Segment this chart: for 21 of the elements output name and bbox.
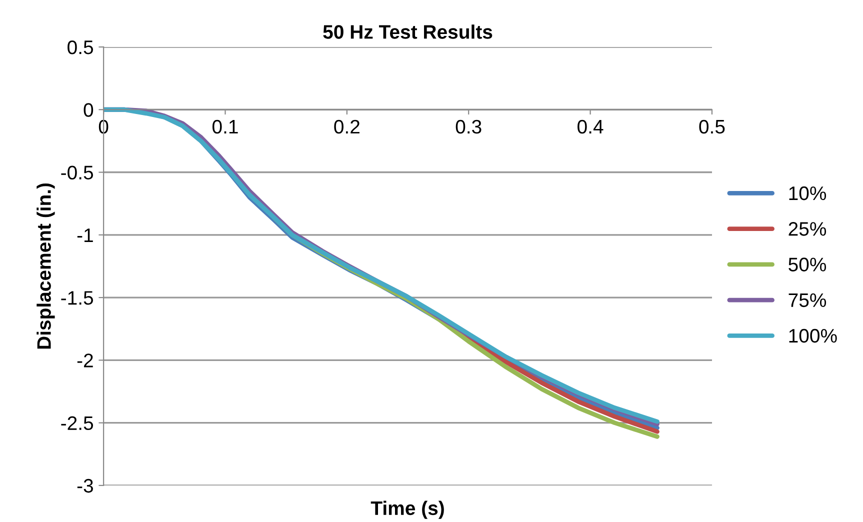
- x-tick-label: 0.2: [334, 120, 360, 134]
- legend-label: 75%: [788, 293, 826, 308]
- chart-title: 50 Hz Test Results: [323, 24, 492, 39]
- legend-label: 50%: [788, 258, 826, 272]
- y-tick-label: 0: [84, 103, 94, 117]
- y-tick-label: 0.5: [68, 40, 94, 54]
- legend-label: 10%: [789, 186, 826, 200]
- x-tick-label: 0.1: [212, 120, 238, 134]
- y-tick-label: -2.5: [61, 416, 94, 430]
- y-tick-label: -1: [77, 228, 93, 242]
- y-tick-label: -0.5: [61, 166, 94, 180]
- x-tick-label: 0.5: [699, 120, 725, 134]
- legend-label: 100%: [789, 328, 837, 343]
- x-tick-label: 0.4: [578, 120, 604, 134]
- x-axis-title: Time (s): [370, 500, 444, 519]
- x-tick-label: 0.3: [456, 120, 482, 134]
- y-axis-title: Displacement (in.): [36, 183, 55, 349]
- y-tick-label: -1.5: [61, 291, 94, 305]
- y-tick-label: -3: [77, 478, 93, 493]
- y-tick-label: -2: [77, 354, 93, 368]
- legend-label: 25%: [788, 222, 826, 236]
